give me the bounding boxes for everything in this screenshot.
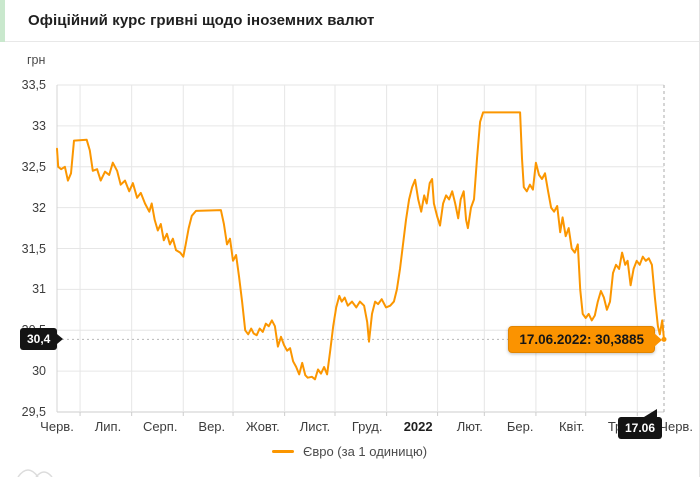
x-tick-label: Черв. [659,419,693,434]
current-value-axis-marker: 30,4 [20,328,64,351]
x-tick-label: 2022 [403,419,433,434]
y-tick-label: 31 [32,282,46,297]
x-tick-label: Серп. [142,419,178,434]
x-tick-label: Вер. [198,419,226,434]
x-tick-label: Бер. [506,419,534,434]
page-header: Офіційний курс гривні щодо іноземних вал… [0,0,699,42]
y-tick-label: 30 [32,364,46,379]
y-tick-label: 31,5 [21,241,46,256]
y-tick-label: 33 [32,118,46,133]
x-tick-label: Лют. [456,419,483,434]
y-tick-label: 32 [32,200,46,215]
current-value-text: 30,4 [27,332,51,347]
x-tick-label: Лист. [299,419,331,434]
tooltip-arrow-icon [654,332,662,347]
x-tick-label: Лип. [94,419,122,434]
header-accent-bar [0,0,5,42]
current-date-text: 17.06 [625,421,656,435]
current-rate-tooltip: 17.06.2022: 30,3885 [508,326,662,354]
y-axis-unit-label: грн [27,53,46,67]
x-tick-label: Квіт. [558,419,585,434]
tooltip-text: 17.06.2022: 30,3885 [519,332,644,348]
x-tick-label: Жовт. [245,419,280,434]
euro-series-swatch-icon[interactable] [271,450,294,453]
chart-legend: Євро (за 1 одиницю) [0,444,699,459]
euro-series-label[interactable]: Євро (за 1 одиницю) [302,444,428,459]
x-tick-label: Груд. [351,419,383,434]
y-tick-label: 33,5 [21,78,46,92]
current-date-axis-marker: 17.06 [618,409,663,439]
background-squiggle-decoration [17,469,53,477]
value-marker-arrow-icon [57,334,64,345]
y-tick-label: 29,5 [21,405,46,419]
page-title: Офіційний курс гривні щодо іноземних вал… [28,12,375,29]
y-tick-label: 32,5 [21,159,46,174]
x-tick-label: Черв. [40,419,74,434]
date-marker-arrow-icon [644,409,658,417]
